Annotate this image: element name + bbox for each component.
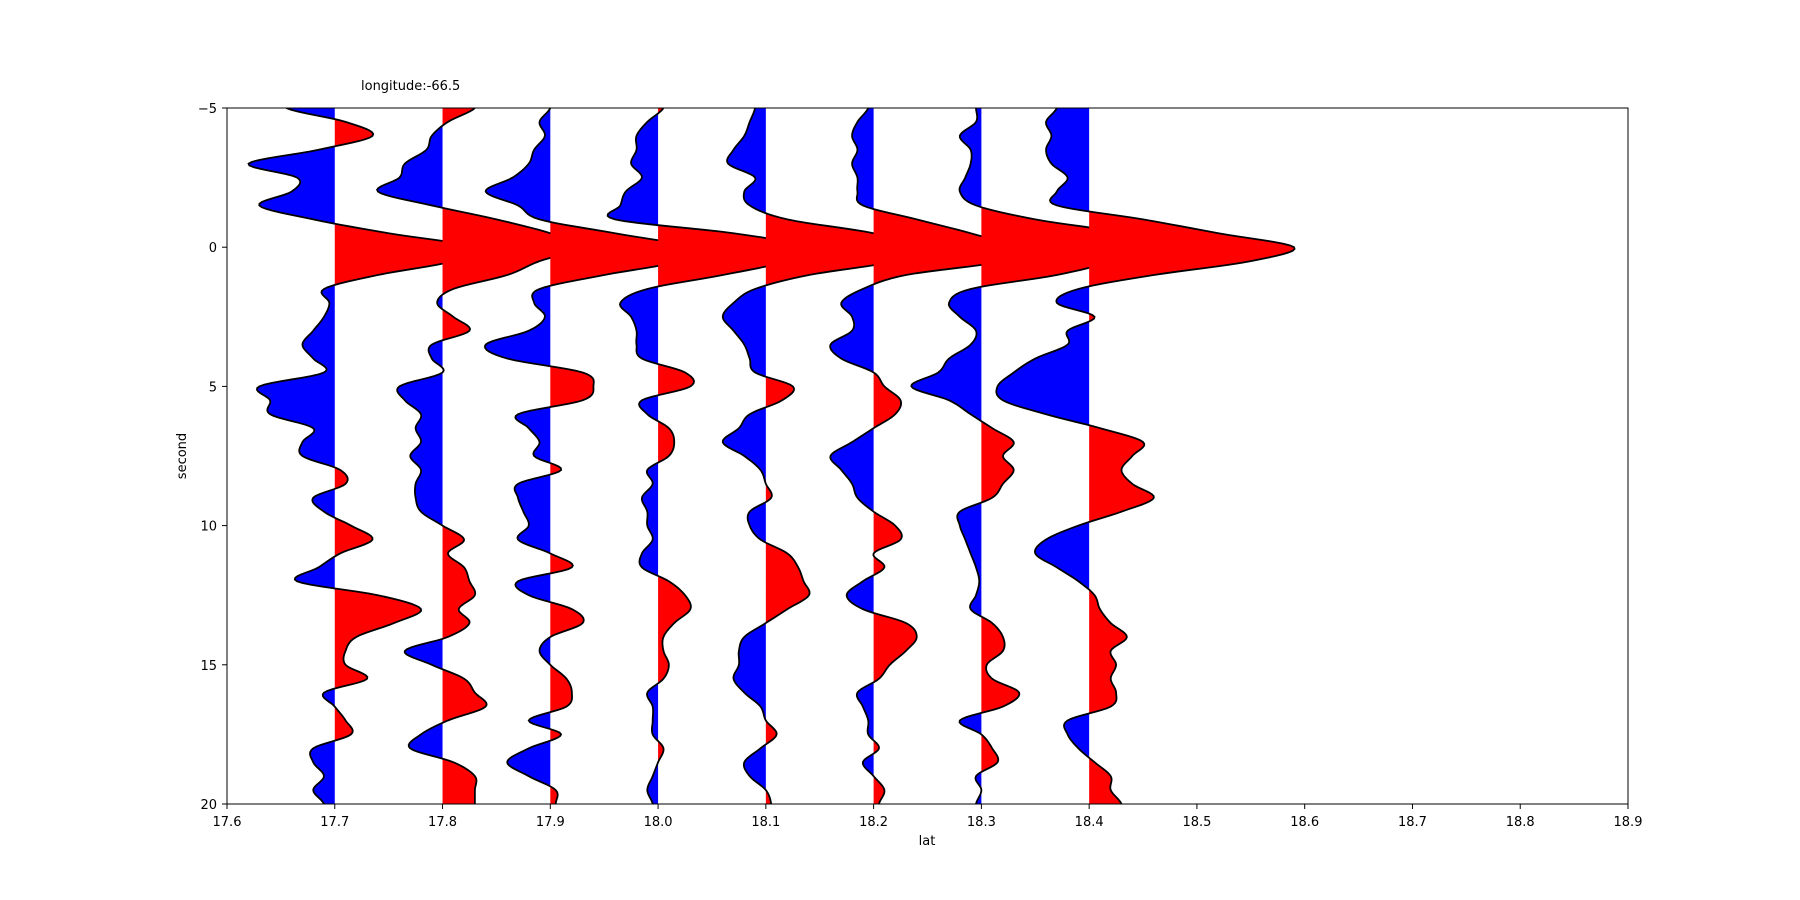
x-tick-label: 18.8 [1506, 815, 1535, 830]
trace-2-positive-fill [550, 108, 696, 804]
x-tick-label: 17.7 [320, 815, 349, 830]
trace-0 [247, 108, 480, 804]
x-tick-label: 17.9 [536, 815, 565, 830]
x-axis: 17.6 17.7 17.8 17.9 18.0 18.1 18.2 18.3 18.4 18.5… [213, 804, 1643, 830]
y-axis: −5 0 5 10 15 20 [198, 102, 227, 813]
wiggle-traces [247, 108, 1296, 804]
trace-4-line [721, 108, 919, 804]
chart-title: longitude:-66.5 [361, 79, 460, 94]
y-tick-label: 0 [209, 241, 217, 256]
trace-5 [829, 108, 1019, 804]
x-tick-label: 18.9 [1614, 815, 1643, 830]
trace-2-line [483, 108, 697, 804]
trace-0-positive-fill [334, 108, 479, 804]
x-axis-title: lat [919, 834, 936, 849]
trace-7-line [995, 108, 1296, 804]
trace-3-line [606, 108, 813, 804]
x-tick-label: 18.0 [644, 815, 673, 830]
trace-5-positive-fill [873, 108, 1018, 804]
x-tick-label: 18.2 [859, 815, 888, 830]
y-tick-label: 20 [200, 798, 217, 813]
trace-1-negative-fill [377, 108, 443, 804]
trace-2-negative-fill [484, 108, 551, 804]
x-tick-label: 18.1 [751, 815, 780, 830]
trace-7-positive-fill [1089, 108, 1295, 804]
trace-5-negative-fill [830, 108, 874, 804]
plot-frame [226, 107, 1629, 805]
trace-5-line [829, 108, 1019, 804]
trace-1-line [376, 108, 584, 804]
trace-4-positive-fill [765, 108, 918, 804]
trace-2 [483, 108, 697, 804]
x-tick-label: 17.8 [428, 815, 457, 830]
trace-0-negative-fill [248, 108, 335, 804]
trace-4 [721, 108, 919, 804]
x-tick-label: 18.3 [967, 815, 996, 830]
trace-6 [910, 108, 1135, 804]
y-axis-title: second [175, 433, 190, 479]
x-tick-label: 18.7 [1398, 815, 1427, 830]
x-tick-label: 17.6 [213, 815, 242, 830]
trace-0-line [247, 108, 480, 804]
trace-6-positive-fill [981, 108, 1134, 804]
x-tick-label: 18.4 [1075, 815, 1104, 830]
trace-6-line [910, 108, 1135, 804]
trace-1 [376, 108, 584, 804]
y-tick-label: 5 [209, 380, 217, 395]
x-tick-label: 18.6 [1290, 815, 1319, 830]
trace-3-negative-fill [607, 108, 659, 804]
y-tick-label: 15 [200, 659, 217, 674]
y-tick-label: 10 [200, 520, 217, 535]
trace-3 [606, 108, 813, 804]
trace-3-positive-fill [658, 108, 812, 804]
y-tick-label: −5 [198, 102, 217, 117]
x-tick-label: 18.5 [1182, 815, 1211, 830]
trace-7-negative-fill [996, 108, 1090, 804]
trace-7 [995, 108, 1296, 804]
trace-6-negative-fill [911, 108, 982, 804]
